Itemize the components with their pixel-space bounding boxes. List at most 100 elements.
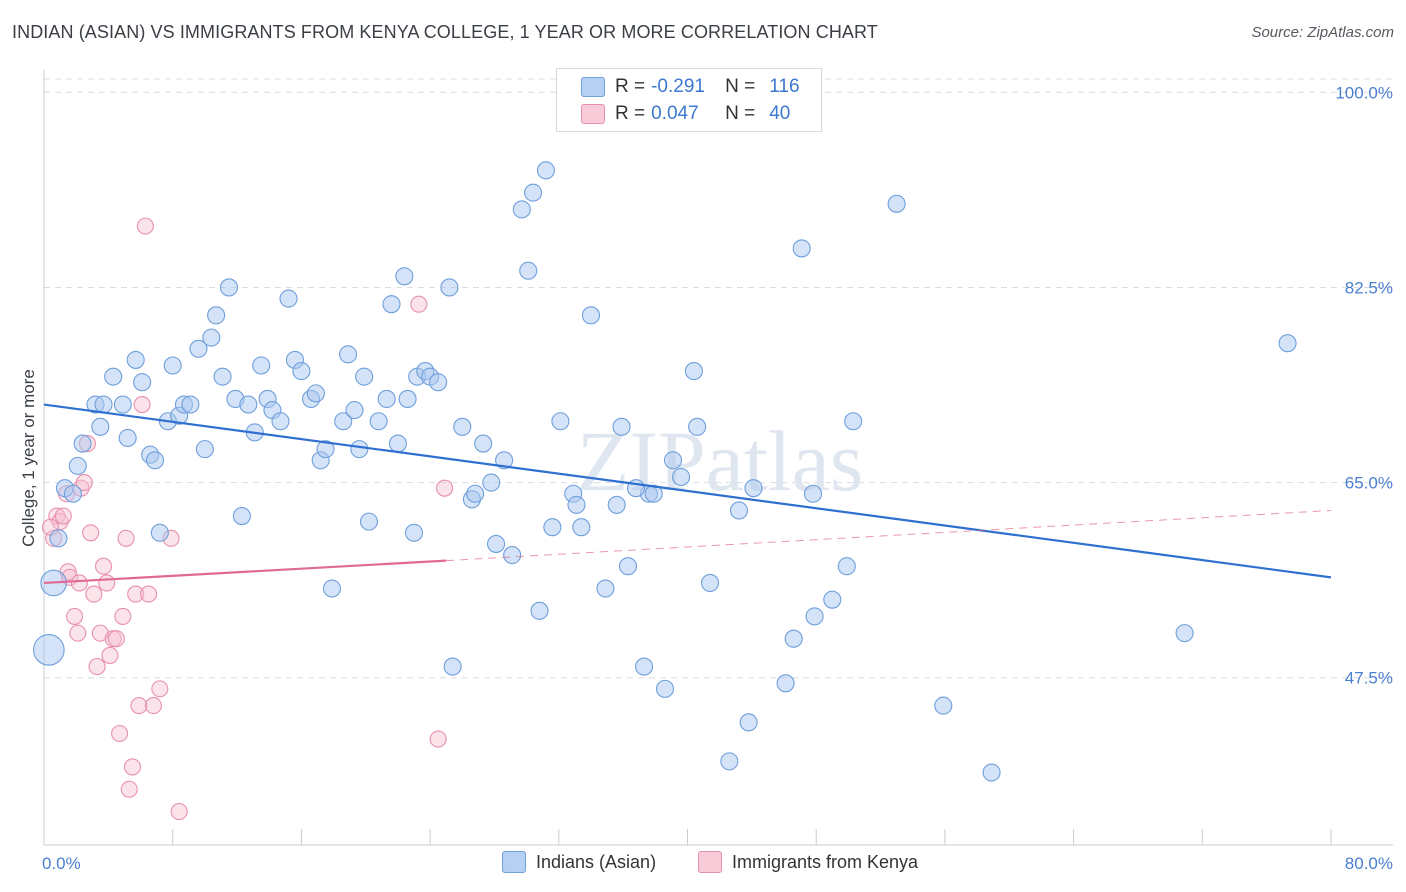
kenya-point (85, 585, 103, 603)
indian-point (350, 440, 369, 459)
indian-point (163, 356, 182, 375)
indian-point (519, 261, 538, 280)
kenya-point (107, 630, 125, 648)
kenya-point (151, 680, 169, 698)
indian-point (404, 523, 424, 542)
kenya-point (94, 557, 113, 575)
kenya-point (111, 724, 129, 743)
indian-point (776, 674, 795, 693)
x-tick-label-max: 80.0% (1345, 854, 1393, 873)
kenya-point (136, 217, 154, 235)
grid-lines (44, 78, 1393, 679)
kenya-point (170, 802, 188, 821)
n-label: N = (725, 76, 756, 97)
kenya-point (70, 574, 88, 592)
kenya-point (66, 607, 84, 625)
indian-point (91, 417, 110, 436)
kenya-point (69, 624, 87, 642)
legend-swatch-blue (502, 851, 526, 873)
indian-point (805, 607, 824, 626)
kenya-point (91, 624, 109, 642)
r-value: -0.291 (651, 76, 705, 97)
indian-point (551, 412, 570, 431)
indian-point (663, 451, 683, 470)
indian-point (612, 417, 631, 436)
indian-point (443, 657, 462, 676)
indian-point (133, 373, 152, 392)
indian-point (334, 412, 353, 431)
x-tick-label-min: 0.0% (42, 854, 81, 873)
kenya-point (114, 607, 132, 625)
indian-point (382, 295, 401, 314)
stats-legend: R = -0.291 N = 116 R = 0.047 N = 40 (556, 68, 822, 132)
kenya-point (144, 697, 162, 715)
indian-point (567, 495, 586, 514)
indian-point (104, 367, 123, 386)
indian-point (377, 389, 396, 409)
indian-point (252, 356, 271, 375)
r-label: R = (615, 103, 646, 124)
indian-point (32, 634, 65, 666)
indian-point (495, 451, 514, 470)
kenya-trend-extension (446, 509, 1332, 562)
indian-point (1175, 624, 1194, 643)
chart-title: INDIAN (ASIAN) VS IMMIGRANTS FROM KENYA … (12, 22, 878, 42)
indian-point (739, 713, 758, 732)
indian-point (355, 367, 374, 386)
indian-point (213, 367, 232, 386)
kenya-point (98, 574, 116, 592)
indian-point (359, 512, 379, 531)
indian-point (503, 546, 522, 565)
indian-trend-line (43, 403, 1332, 579)
indian-point (744, 479, 763, 498)
indian-point (688, 417, 707, 436)
indian-point (306, 384, 325, 403)
y-tick-label: 100.0% (1335, 83, 1393, 102)
indian-point (837, 557, 856, 576)
legend-row-kenya: R = 0.047 N = 40 (581, 102, 790, 126)
indian-point (524, 183, 543, 202)
indian-point (395, 267, 414, 286)
indian-point (466, 484, 485, 503)
y-tick-label: 47.5% (1345, 669, 1393, 688)
indian-point (150, 523, 169, 542)
indian-point (607, 495, 626, 514)
indian-point (823, 590, 842, 609)
y-tick-label: 65.0% (1345, 474, 1393, 493)
indian-point (322, 579, 342, 598)
kenya-point (120, 780, 138, 798)
n-value: 40 (769, 103, 791, 124)
kenya-point (88, 658, 106, 676)
indian-point (345, 401, 364, 420)
indian-point (729, 501, 749, 520)
legend-row-indians: R = -0.291 N = 116 (581, 75, 800, 99)
kenya-trend-line (43, 559, 447, 585)
indian-point (784, 629, 803, 648)
legend-swatch-pink (581, 104, 605, 124)
indian-point (339, 345, 358, 364)
indian-point (189, 339, 208, 358)
legend-item-indians[interactable]: Indians (Asian) (502, 851, 656, 873)
indian-point (94, 395, 113, 414)
indian-points (32, 161, 1297, 782)
indian-point (292, 362, 311, 381)
indian-point (487, 534, 506, 553)
indian-point (581, 306, 601, 325)
kenya-point (133, 395, 151, 414)
kenya-point (117, 529, 135, 547)
legend-item-kenya[interactable]: Immigrants from Kenya (698, 851, 918, 873)
kenya-point (54, 507, 72, 525)
indian-point (49, 529, 68, 548)
y-axis-title: College, 1 year or more (19, 369, 38, 547)
indian-point (644, 484, 663, 503)
indian-point (316, 440, 335, 459)
indian-point (440, 278, 459, 297)
indian-point (63, 484, 83, 503)
indian-point (684, 362, 703, 381)
indian-point (118, 428, 137, 448)
indian-point (195, 440, 214, 459)
indian-point (934, 696, 953, 715)
indian-point (635, 657, 654, 676)
indian-point (388, 434, 407, 453)
